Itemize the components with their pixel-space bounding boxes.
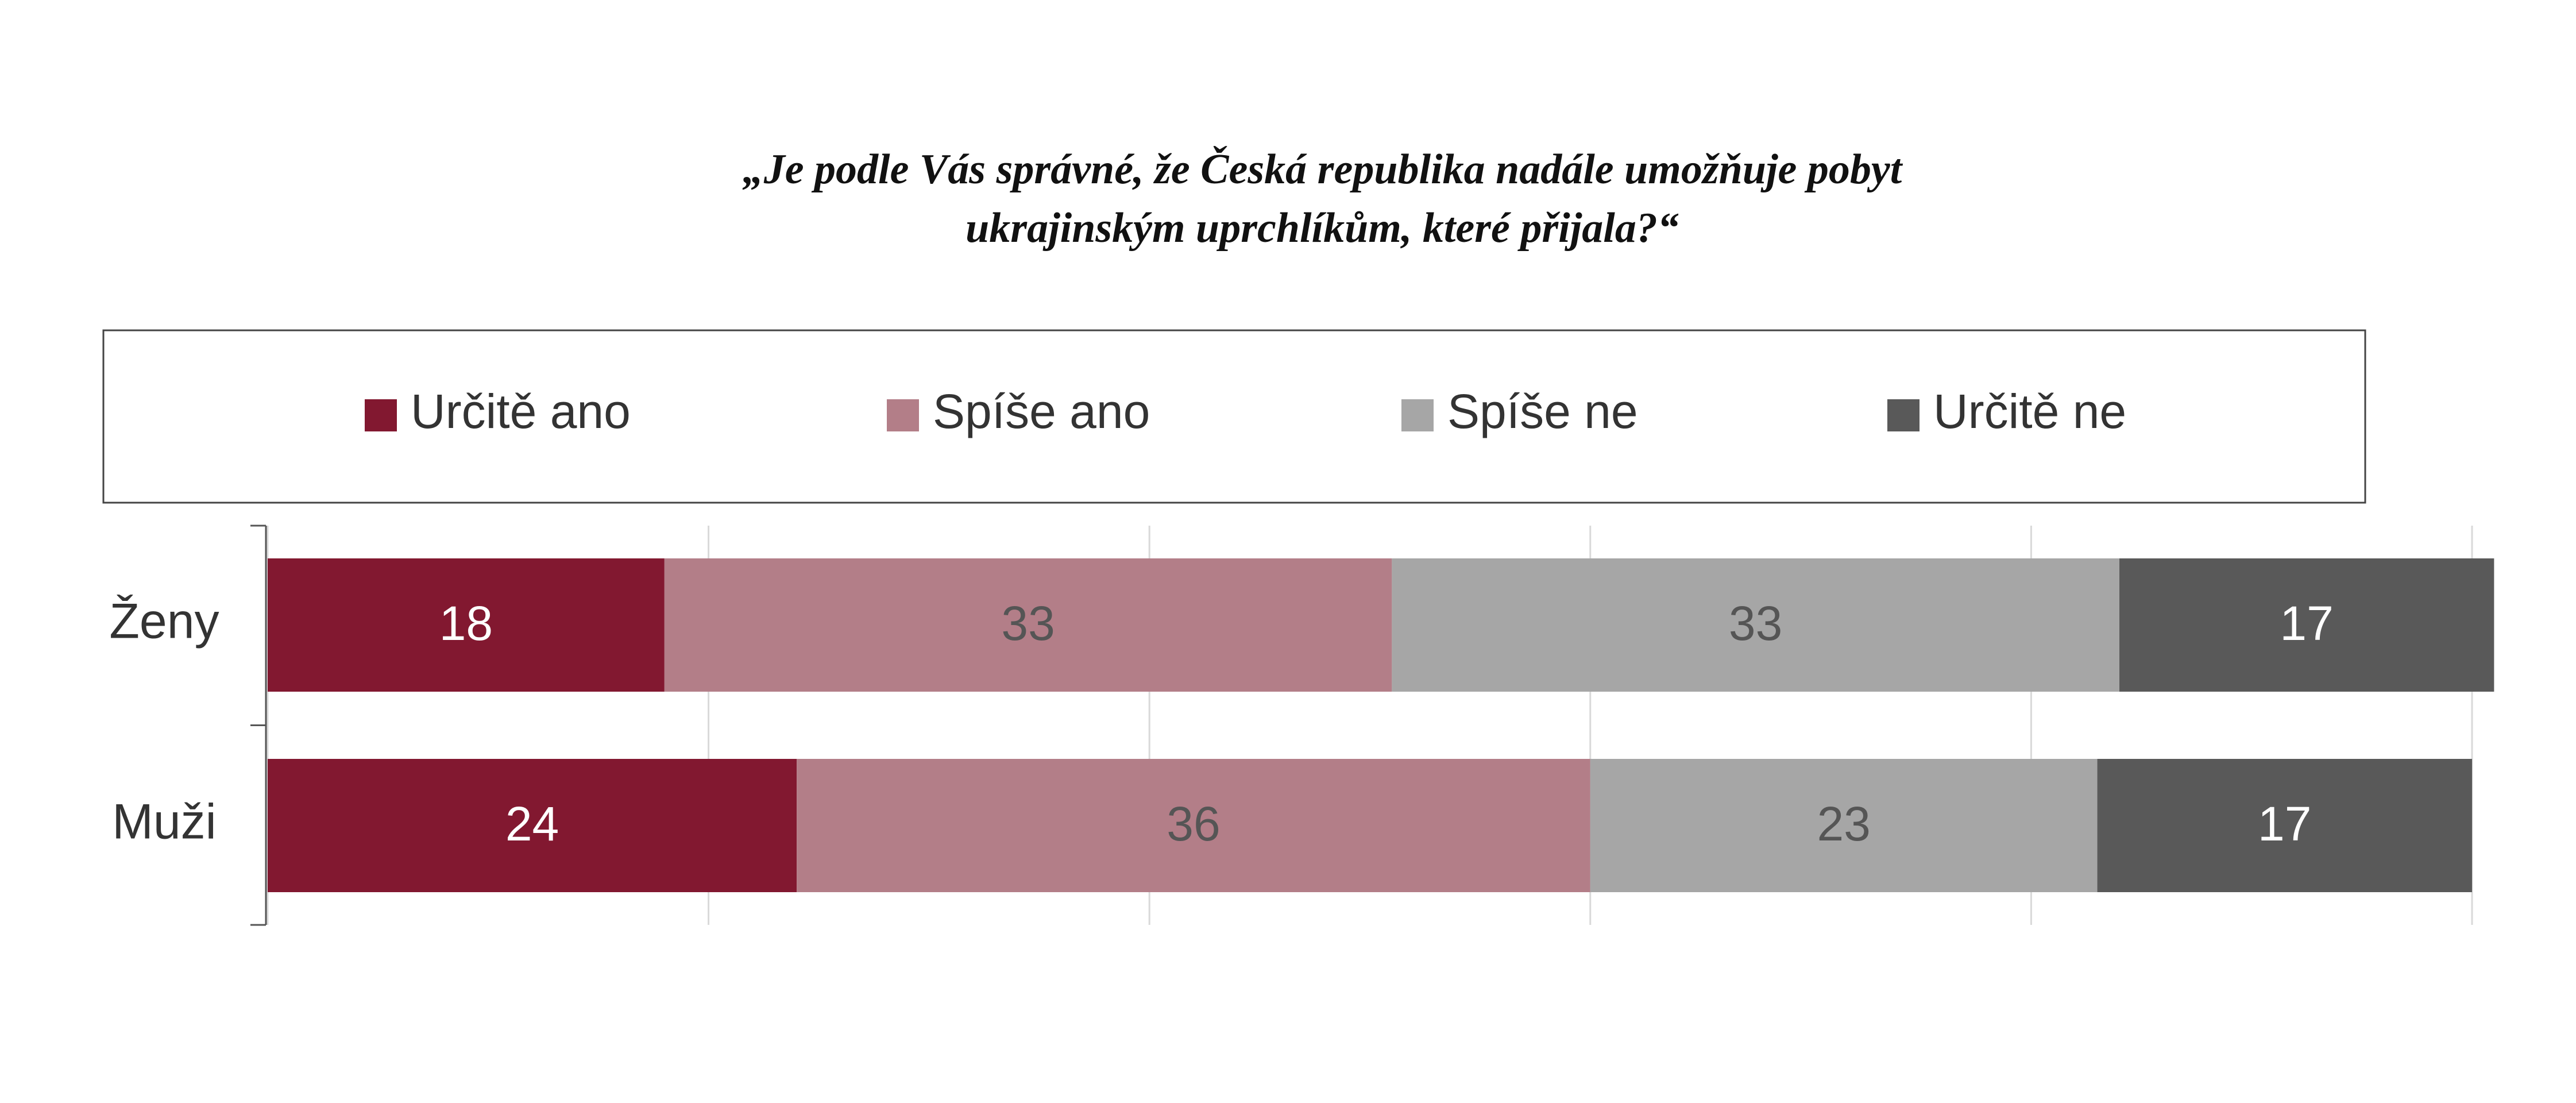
legend-swatch bbox=[1887, 399, 1920, 431]
legend-label: Určitě ano bbox=[411, 384, 631, 438]
bar-segment bbox=[664, 558, 1392, 692]
data-label: 36 bbox=[1167, 797, 1220, 851]
y-tick-label: Ženy bbox=[109, 594, 219, 649]
legend-swatch bbox=[887, 399, 919, 431]
bar-segment bbox=[1590, 759, 2098, 892]
bar-segment bbox=[2097, 759, 2472, 892]
legend-box bbox=[102, 329, 2366, 504]
chart-title: „Je podle Vás správné, že Česká republik… bbox=[743, 146, 1903, 193]
legend-label: Určitě ne bbox=[1933, 384, 2126, 438]
data-label: 17 bbox=[2280, 596, 2333, 650]
legend-label: Spíše ano bbox=[933, 384, 1150, 438]
legend-swatch bbox=[1401, 399, 1434, 431]
bar-segment bbox=[797, 759, 1590, 892]
legend-swatch bbox=[365, 399, 397, 431]
bar-segment bbox=[268, 558, 665, 692]
legend-label: Spíše ne bbox=[1447, 384, 1638, 438]
bar-segment bbox=[1392, 558, 2119, 692]
chart-title: ukrajinským uprchlíkům, které přijala?“ bbox=[965, 205, 1679, 252]
data-label: 18 bbox=[439, 596, 493, 650]
data-label: 24 bbox=[505, 797, 559, 851]
bar-segment bbox=[268, 759, 797, 892]
data-label: 17 bbox=[2258, 797, 2311, 851]
data-label: 33 bbox=[1729, 596, 1782, 650]
bar-segment bbox=[2119, 558, 2494, 692]
data-label: 33 bbox=[1001, 596, 1055, 650]
data-label: 23 bbox=[1817, 797, 1870, 851]
y-tick-label: Muži bbox=[112, 795, 217, 850]
